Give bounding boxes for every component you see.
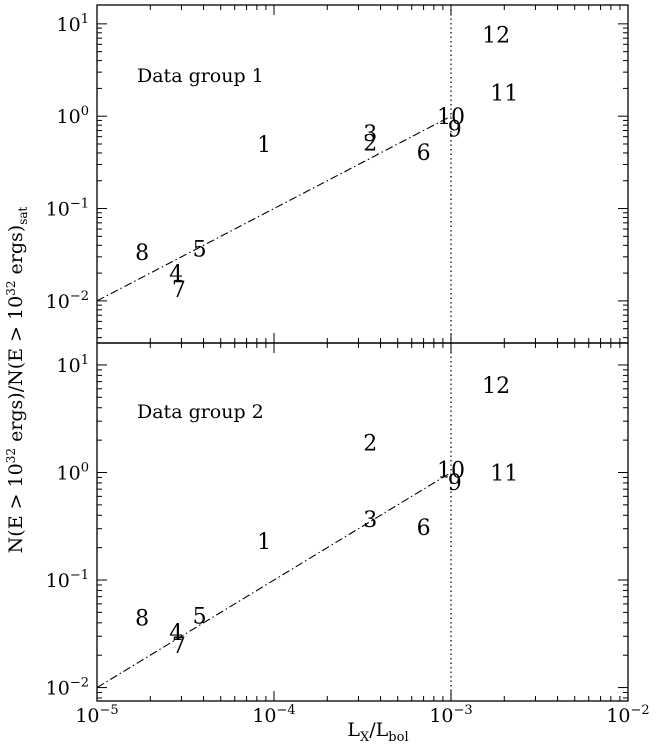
data-point-5: 5 xyxy=(193,604,207,629)
x-tick-label: 10−5 xyxy=(75,703,118,727)
y-tick-label: 10−1 xyxy=(46,197,89,221)
data-point-12: 12 xyxy=(482,374,510,399)
annotation-label: Data group 2 xyxy=(137,401,264,423)
data-point-9: 9 xyxy=(448,471,462,496)
data-point-3: 3 xyxy=(363,508,377,533)
y-tick-label: 10−2 xyxy=(46,289,89,313)
fit-line xyxy=(96,115,452,302)
x-tick-label: 10−4 xyxy=(252,703,295,727)
data-point-2: 2 xyxy=(363,432,377,457)
x-tick-labels: 10−5 10−4 10−3 10−2 xyxy=(75,703,649,727)
data-point-2: 2 xyxy=(363,131,377,156)
y-tick-label: 100 xyxy=(57,460,89,484)
x-tick-label: 10−3 xyxy=(429,703,472,727)
data-point-1: 1 xyxy=(257,133,271,158)
y-axis-label: N(E > 1032 ergs)/N(E > 1032 ergs)sat xyxy=(4,206,30,553)
data-point-10: 10 xyxy=(437,458,465,483)
fit-line xyxy=(96,472,452,689)
data-point-3: 3 xyxy=(363,122,377,147)
data-point-6: 6 xyxy=(417,141,431,166)
data-point-11: 11 xyxy=(490,461,518,486)
data-point-8: 8 xyxy=(135,606,149,631)
x-tick-label: 10−2 xyxy=(606,703,649,727)
data-point-8: 8 xyxy=(135,241,149,266)
data-point-5: 5 xyxy=(193,237,207,262)
data-point-11: 11 xyxy=(490,82,518,107)
y-tick-label: 100 xyxy=(57,104,89,128)
data-point-7: 7 xyxy=(172,278,186,303)
x-axis-label: LX/Lbol xyxy=(347,719,408,745)
y-ticks-1 xyxy=(97,23,628,339)
data-point-7: 7 xyxy=(172,634,186,659)
data-point-12: 12 xyxy=(482,23,510,48)
y-tick-label: 10−2 xyxy=(46,676,89,700)
y-ticks-2 xyxy=(97,364,628,699)
data-point-10: 10 xyxy=(437,105,465,130)
data-point-4: 4 xyxy=(169,262,183,287)
data-point-9: 9 xyxy=(448,117,462,142)
data-point-4: 4 xyxy=(169,621,183,646)
y-tick-label: 10−1 xyxy=(46,568,89,592)
y-tick-label: 101 xyxy=(57,353,89,377)
plot-frame-2 xyxy=(96,342,629,702)
y-tick-label: 101 xyxy=(57,12,89,36)
data-point-1: 1 xyxy=(257,530,271,555)
data-point-6: 6 xyxy=(417,516,431,541)
annotation-label: Data group 1 xyxy=(137,65,264,87)
